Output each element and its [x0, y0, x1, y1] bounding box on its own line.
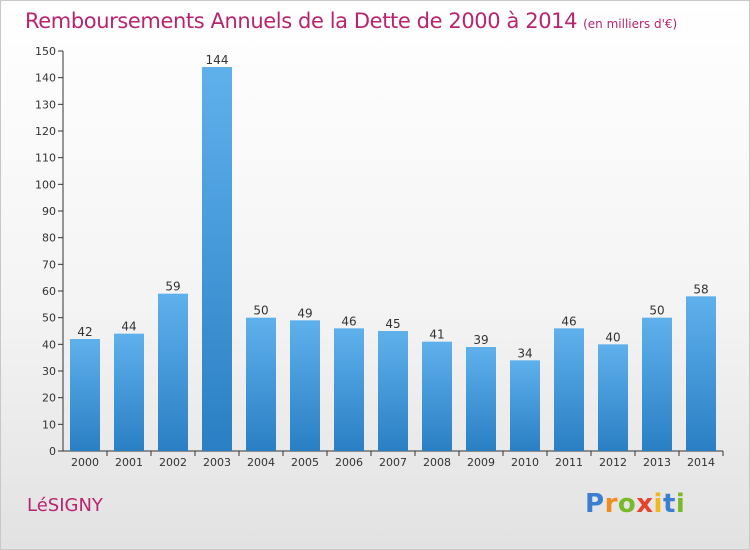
x-tick-label: 2005	[291, 456, 319, 469]
bar-value-label: 144	[206, 53, 229, 67]
bar	[202, 67, 232, 451]
bar-value-label: 50	[253, 304, 268, 318]
y-tick-label: 120	[35, 125, 56, 138]
logo-letter: i	[675, 489, 686, 519]
bar-value-label: 49	[297, 306, 312, 320]
bar-value-label: 34	[517, 346, 532, 360]
y-tick-label: 50	[42, 312, 56, 325]
chart-title: Remboursements Annuels de la Dette de 20…	[25, 9, 677, 33]
x-tick-label: 2012	[599, 456, 627, 469]
logo-letter: x	[636, 489, 654, 519]
bar	[466, 347, 496, 451]
x-tick-label: 2003	[203, 456, 231, 469]
x-tick-label: 2010	[511, 456, 539, 469]
y-tick-label: 10	[42, 418, 56, 431]
y-tick-label: 30	[42, 365, 56, 378]
bar-value-label: 46	[561, 314, 576, 328]
y-tick-label: 70	[42, 258, 56, 271]
bar	[246, 317, 276, 451]
logo-letter: o	[617, 489, 637, 519]
proxiti-logo: Proxiti	[585, 489, 685, 519]
bar-value-label: 45	[385, 317, 400, 331]
y-tick-label: 60	[42, 285, 56, 298]
x-tick-label: 2000	[71, 456, 99, 469]
x-tick-label: 2001	[115, 456, 143, 469]
bar	[598, 344, 628, 451]
x-tick-label: 2002	[159, 456, 187, 469]
y-tick-label: 140	[35, 72, 56, 85]
y-tick-label: 40	[42, 338, 56, 351]
bar-value-label: 41	[429, 328, 444, 342]
bar-value-label: 44	[121, 320, 136, 334]
bar-value-label: 42	[77, 325, 92, 339]
bar	[642, 317, 672, 451]
y-tick-label: 20	[42, 392, 56, 405]
bar-value-label: 40	[605, 330, 620, 344]
bar	[510, 360, 540, 451]
bar	[334, 328, 364, 451]
x-tick-label: 2004	[247, 456, 275, 469]
bar	[554, 328, 584, 451]
x-tick-label: 2013	[643, 456, 671, 469]
bar-value-label: 58	[693, 282, 708, 296]
logo-letter: P	[585, 489, 605, 519]
logo-letter: i	[653, 489, 663, 519]
bar	[378, 331, 408, 451]
y-tick-label: 0	[49, 445, 56, 458]
bar	[686, 296, 716, 451]
x-tick-label: 2007	[379, 456, 407, 469]
x-tick-label: 2011	[555, 456, 583, 469]
x-tick-label: 2008	[423, 456, 451, 469]
y-tick-label: 90	[42, 205, 56, 218]
x-tick-label: 2014	[687, 456, 715, 469]
y-tick-label: 110	[35, 152, 56, 165]
y-tick-label: 130	[35, 98, 56, 111]
y-tick-label: 150	[35, 45, 56, 58]
bar	[290, 320, 320, 451]
bar-value-label: 59	[165, 280, 180, 294]
chart-unit: (en milliers d'€)	[583, 17, 678, 31]
bar-value-label: 46	[341, 314, 356, 328]
logo-letter: r	[604, 489, 618, 519]
place-name: LéSIGNY	[27, 495, 103, 516]
bar-value-label: 50	[649, 304, 664, 318]
logo-letter: t	[662, 489, 676, 519]
x-tick-label: 2006	[335, 456, 363, 469]
bar-value-label: 39	[473, 333, 488, 347]
y-tick-label: 100	[35, 178, 56, 191]
bar	[114, 333, 144, 451]
bar	[158, 293, 188, 451]
bar	[422, 341, 452, 451]
x-tick-label: 2009	[467, 456, 495, 469]
chart-title-text: Remboursements Annuels de la Dette de 20…	[25, 9, 578, 33]
y-tick-label: 80	[42, 232, 56, 245]
bar	[70, 339, 100, 451]
